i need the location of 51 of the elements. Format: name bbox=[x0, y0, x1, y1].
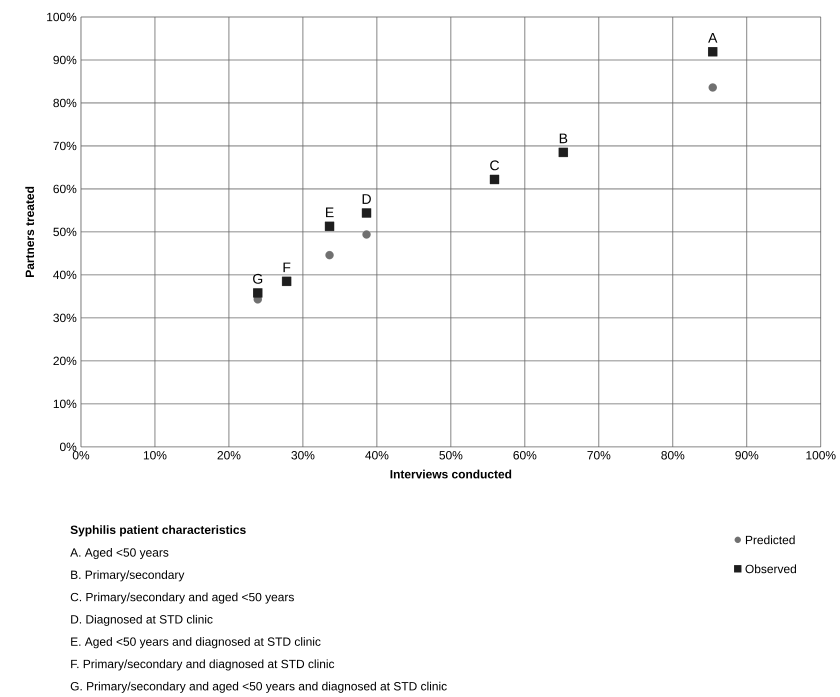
text: F. Primary/secondary and diagnosed at STD clinic bbox=[71, 660, 334, 671]
point bbox=[362, 208, 372, 218]
y-tick-label: 50% bbox=[53, 228, 76, 236]
x-tick-label: 60% bbox=[513, 451, 536, 460]
y-tick-label: 10% bbox=[54, 400, 76, 408]
x-tick-label: 70% bbox=[587, 451, 610, 460]
annotation: A bbox=[708, 33, 718, 43]
y-tick-label: 0% bbox=[60, 442, 76, 452]
annotation: D bbox=[362, 194, 371, 204]
point bbox=[490, 174, 500, 184]
x-axis-title: Interviews conducted bbox=[390, 470, 512, 479]
text: A. Aged <50 years bbox=[70, 548, 168, 560]
annotation: B bbox=[560, 134, 568, 144]
x-tick-label: 0% bbox=[72, 451, 90, 460]
legend-label: Predicted bbox=[746, 536, 795, 544]
point bbox=[282, 276, 292, 286]
annotation: E bbox=[326, 208, 334, 218]
text: E. Aged <50 years and diagnosed at STD clinic bbox=[71, 637, 321, 648]
y-tick-label: 90% bbox=[53, 56, 76, 64]
x-tick-label: 90% bbox=[735, 451, 758, 460]
x-tick-label: 50% bbox=[439, 451, 462, 460]
annotation: G bbox=[253, 274, 262, 284]
y-tick-label: 30% bbox=[53, 314, 76, 322]
annotation: F bbox=[284, 262, 290, 272]
text: G. Primary/secondary and aged <50 years and diagnosed at STD clinic bbox=[70, 682, 447, 693]
point bbox=[362, 230, 371, 239]
y-tick-label: 20% bbox=[53, 356, 76, 366]
annotation: C bbox=[490, 160, 500, 170]
point bbox=[324, 222, 334, 232]
point bbox=[253, 288, 262, 298]
x-tick-label: 30% bbox=[291, 451, 314, 460]
y-tick-label: 70% bbox=[53, 142, 76, 150]
x-tick-label: 20% bbox=[218, 451, 240, 460]
legend-label: Observed bbox=[746, 564, 796, 574]
text: C. Primary/secondary and aged <50 years bbox=[70, 592, 294, 604]
y-tick-label: 40% bbox=[53, 270, 76, 280]
x-tick-label: 80% bbox=[661, 451, 684, 460]
text: Syphilis patient characteristics bbox=[70, 525, 246, 536]
y-tick-label: 100% bbox=[47, 12, 76, 22]
x-tick-label: 100% bbox=[806, 451, 836, 460]
text: B. Primary/secondary bbox=[71, 570, 184, 582]
x-tick-label: 10% bbox=[144, 451, 166, 460]
y-axis-title: Partners treated bbox=[25, 187, 34, 278]
point bbox=[558, 148, 568, 158]
point bbox=[325, 251, 334, 260]
x-tick-label: 40% bbox=[365, 451, 388, 460]
text: D. Diagnosed at STD clinic bbox=[71, 614, 213, 626]
point bbox=[708, 83, 717, 92]
point bbox=[708, 47, 718, 57]
y-tick-label: 60% bbox=[53, 184, 76, 194]
y-tick-label: 80% bbox=[53, 98, 76, 108]
